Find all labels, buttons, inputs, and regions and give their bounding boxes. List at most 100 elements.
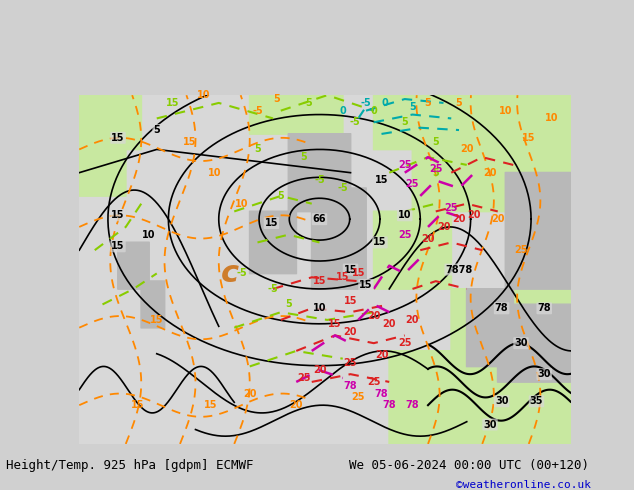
Text: 25: 25 xyxy=(406,179,419,189)
FancyBboxPatch shape xyxy=(505,172,571,289)
Text: 30: 30 xyxy=(483,419,497,430)
Text: 15: 15 xyxy=(111,241,125,251)
Text: 78: 78 xyxy=(538,303,551,313)
Text: 15: 15 xyxy=(150,315,164,325)
Text: 5: 5 xyxy=(278,191,284,201)
Text: 10: 10 xyxy=(142,230,156,240)
Text: 15: 15 xyxy=(165,98,179,108)
Text: 25: 25 xyxy=(398,160,411,170)
FancyBboxPatch shape xyxy=(141,281,165,328)
Text: -5: -5 xyxy=(302,98,313,108)
Text: 25: 25 xyxy=(344,358,357,368)
Text: 15: 15 xyxy=(336,272,349,282)
FancyBboxPatch shape xyxy=(79,95,141,149)
Text: -5: -5 xyxy=(349,117,359,127)
Text: 15: 15 xyxy=(373,238,387,247)
Text: 25: 25 xyxy=(367,377,380,387)
Text: 15: 15 xyxy=(522,133,536,143)
Text: 7878: 7878 xyxy=(445,265,472,274)
Text: 25: 25 xyxy=(398,230,411,240)
Text: 0: 0 xyxy=(370,106,377,116)
Text: 0: 0 xyxy=(382,98,389,108)
Text: Height/Temp. 925 hPa [gdpm] ECMWF: Height/Temp. 925 hPa [gdpm] ECMWF xyxy=(6,459,254,472)
Text: 0: 0 xyxy=(339,106,346,116)
FancyBboxPatch shape xyxy=(373,211,451,289)
FancyBboxPatch shape xyxy=(389,351,467,444)
Text: 10: 10 xyxy=(197,90,210,100)
FancyBboxPatch shape xyxy=(373,95,571,149)
Text: 78: 78 xyxy=(382,400,396,410)
Text: 20: 20 xyxy=(367,311,380,321)
Text: 10: 10 xyxy=(208,168,222,178)
Text: We 05-06-2024 00:00 UTC (00+120): We 05-06-2024 00:00 UTC (00+120) xyxy=(349,459,589,472)
Text: 78: 78 xyxy=(495,303,508,313)
Text: 25: 25 xyxy=(351,392,365,402)
Text: 20: 20 xyxy=(382,319,396,329)
FancyBboxPatch shape xyxy=(288,134,351,212)
Text: 15: 15 xyxy=(328,319,342,329)
Text: c: c xyxy=(221,259,240,288)
FancyBboxPatch shape xyxy=(498,304,571,382)
Text: 25: 25 xyxy=(297,373,311,383)
Text: -5: -5 xyxy=(252,106,263,116)
Text: 20: 20 xyxy=(243,389,257,398)
FancyBboxPatch shape xyxy=(250,95,343,134)
Text: 15: 15 xyxy=(351,269,365,278)
Text: 5: 5 xyxy=(285,299,292,309)
Text: 15: 15 xyxy=(111,133,125,143)
Text: -5: -5 xyxy=(314,175,325,185)
Text: 15: 15 xyxy=(359,280,373,290)
Text: 25: 25 xyxy=(398,338,411,348)
Text: 20: 20 xyxy=(452,214,466,224)
Text: 35: 35 xyxy=(530,396,543,406)
Text: 20: 20 xyxy=(375,350,388,360)
Text: ©weatheronline.co.uk: ©weatheronline.co.uk xyxy=(456,480,592,490)
Text: 10: 10 xyxy=(235,198,249,209)
Text: 15: 15 xyxy=(204,400,217,410)
FancyBboxPatch shape xyxy=(412,134,571,212)
Text: -5: -5 xyxy=(268,284,278,294)
Text: 5: 5 xyxy=(432,168,439,178)
Text: 5: 5 xyxy=(254,145,261,154)
Text: 15: 15 xyxy=(183,137,197,147)
Text: 15: 15 xyxy=(131,400,144,410)
Text: 5: 5 xyxy=(153,125,160,135)
Text: 30: 30 xyxy=(495,396,508,406)
Text: 5: 5 xyxy=(456,98,462,108)
FancyBboxPatch shape xyxy=(451,289,571,444)
Text: 5: 5 xyxy=(432,137,439,147)
Text: 10: 10 xyxy=(313,303,327,313)
Text: 15: 15 xyxy=(313,276,327,286)
Text: 66: 66 xyxy=(313,214,327,224)
Text: 15: 15 xyxy=(375,175,388,185)
Text: 20: 20 xyxy=(406,315,419,325)
Text: 25: 25 xyxy=(444,202,458,213)
Text: 5: 5 xyxy=(301,152,307,162)
Text: 20: 20 xyxy=(460,145,474,154)
Text: -5: -5 xyxy=(361,98,372,108)
Text: 25: 25 xyxy=(514,245,527,255)
Text: 20: 20 xyxy=(468,210,481,221)
Text: 10: 10 xyxy=(545,113,559,123)
Text: 5: 5 xyxy=(409,102,416,112)
Text: 15: 15 xyxy=(265,218,278,228)
Text: 30: 30 xyxy=(514,338,527,348)
Text: 10: 10 xyxy=(499,106,512,116)
FancyBboxPatch shape xyxy=(467,289,514,367)
FancyBboxPatch shape xyxy=(118,242,149,289)
Text: 15: 15 xyxy=(111,210,125,221)
Text: -5: -5 xyxy=(337,183,348,193)
Text: 20: 20 xyxy=(421,234,435,244)
Text: 25: 25 xyxy=(429,164,443,174)
Text: 5: 5 xyxy=(273,94,280,104)
Text: 78: 78 xyxy=(375,389,388,398)
Text: 78: 78 xyxy=(406,400,419,410)
Text: 30: 30 xyxy=(538,369,551,379)
FancyBboxPatch shape xyxy=(250,211,297,273)
Text: 20: 20 xyxy=(483,168,497,178)
Text: 20: 20 xyxy=(344,326,357,337)
Text: 10: 10 xyxy=(398,210,411,221)
FancyBboxPatch shape xyxy=(79,134,126,196)
Text: 5: 5 xyxy=(425,98,431,108)
Text: 20: 20 xyxy=(290,400,303,410)
